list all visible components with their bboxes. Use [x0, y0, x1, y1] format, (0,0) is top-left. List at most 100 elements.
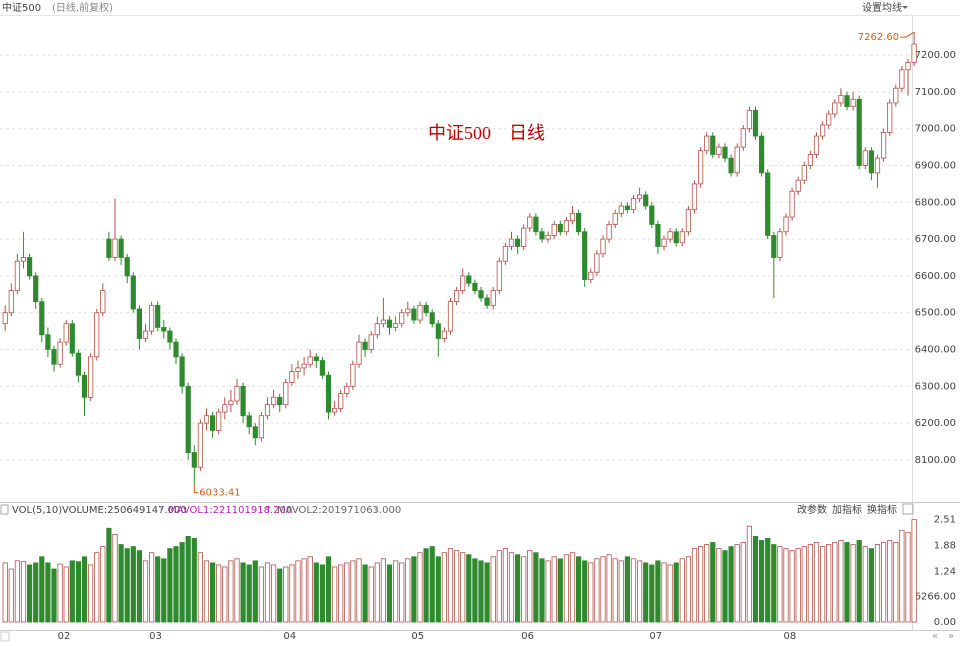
volume-bar	[112, 533, 118, 623]
candle-body	[850, 98, 856, 108]
candle-body	[112, 238, 118, 258]
volume-bar	[313, 562, 319, 623]
volume-bar	[496, 550, 502, 623]
volume-bar	[453, 550, 460, 623]
volume-tick-label: 2.51	[934, 515, 956, 526]
candle-body	[484, 297, 490, 306]
candle-body	[515, 238, 521, 247]
candle-body	[20, 257, 27, 262]
candle-body	[807, 154, 814, 166]
volume-bar	[191, 538, 197, 623]
volume-bar	[850, 544, 856, 623]
volume-bar	[69, 560, 75, 623]
candle-body	[899, 69, 905, 89]
volume-bar	[8, 568, 14, 623]
volume-bar	[795, 548, 801, 623]
candle-body	[612, 212, 618, 225]
indicator-mavol2: MAVOL2:201971063.000	[277, 505, 401, 516]
volume-bar	[844, 542, 850, 623]
scroll-left[interactable]	[0, 631, 10, 642]
volume-bar	[26, 564, 33, 623]
volume-bar	[838, 540, 844, 623]
volume-bar	[167, 548, 173, 623]
candle-body	[698, 150, 704, 185]
candle-body	[460, 275, 466, 292]
candle-body	[783, 216, 789, 233]
volume-bar	[234, 558, 240, 623]
candle-body	[710, 135, 716, 155]
volume-bar	[673, 562, 679, 623]
candle-body	[39, 301, 45, 336]
candle-body	[319, 360, 326, 376]
volume-bar	[209, 562, 216, 623]
volume-tick-label: 1.24	[934, 566, 956, 577]
candle-body	[734, 146, 740, 174]
volume-bar	[728, 546, 734, 623]
y-tick-label: 6800.00	[915, 197, 956, 208]
y-tick-label: 6700.00	[915, 234, 956, 245]
volume-bar	[307, 556, 313, 623]
candle-body	[655, 223, 661, 247]
candle-body	[844, 95, 850, 108]
volume-bar	[325, 556, 332, 623]
candle-body	[691, 183, 698, 211]
candle-body	[496, 260, 502, 292]
volume-bar	[252, 560, 258, 623]
candle-body	[795, 179, 801, 192]
collapse-button[interactable]	[0, 504, 9, 515]
candle-body	[81, 374, 88, 398]
menu[interactable]: 设置均线	[862, 1, 902, 14]
volume-bar	[81, 556, 88, 623]
expand-button[interactable]	[902, 503, 914, 515]
y-tick-label: 8100.00	[915, 455, 956, 466]
candle-body	[386, 319, 393, 328]
volume-bar	[94, 552, 100, 623]
zoom-out[interactable]: «	[932, 631, 938, 642]
arrow-icon: ↑	[157, 505, 165, 516]
candle-body	[490, 290, 496, 306]
zoom-in[interactable]: »	[948, 631, 954, 642]
volume-bar	[698, 546, 704, 623]
menu-caret[interactable]	[902, 6, 908, 9]
y-tick-label: 6900.00	[915, 161, 956, 172]
volume-bar	[362, 564, 368, 623]
volume-bar	[283, 566, 289, 623]
candle-body	[752, 109, 759, 137]
tool-button[interactable]: 改参数	[797, 503, 827, 516]
x-tick-label: 04	[283, 631, 296, 642]
candle-body	[26, 257, 33, 277]
volume-bar	[856, 540, 862, 623]
candle-body	[618, 205, 624, 214]
tool-button[interactable]: 换指标	[867, 503, 897, 516]
candle-body	[813, 135, 820, 155]
volume-bar	[368, 566, 374, 623]
volume-bar	[331, 566, 338, 623]
candle-body	[331, 407, 338, 413]
candle-body	[380, 319, 387, 325]
candle-body	[453, 290, 460, 303]
y-tick-label: 6300.00	[915, 381, 956, 392]
volume-bar	[435, 556, 441, 623]
volume-bar	[380, 558, 387, 623]
volume-bar	[63, 566, 69, 623]
volume-bar	[832, 542, 838, 623]
tool-button[interactable]: 加指标	[832, 503, 862, 516]
candle-body	[161, 327, 167, 332]
candle-body	[185, 385, 191, 453]
candle-body	[252, 426, 258, 439]
annotation: 7262.60	[858, 32, 899, 43]
volume-bar	[734, 544, 740, 623]
volume-bar	[899, 529, 905, 623]
volume-bar	[155, 556, 161, 623]
candle-body	[874, 157, 881, 174]
candle-body	[704, 135, 710, 152]
candle-body	[685, 209, 692, 233]
candle-body	[148, 304, 155, 332]
candle-body	[594, 253, 600, 273]
y-tick-label: 7200.00	[915, 50, 956, 61]
volume-bar	[216, 564, 222, 623]
candle-body	[679, 231, 685, 244]
candle-body	[637, 194, 643, 200]
volume-bar	[582, 560, 588, 623]
candle-body	[576, 212, 582, 233]
